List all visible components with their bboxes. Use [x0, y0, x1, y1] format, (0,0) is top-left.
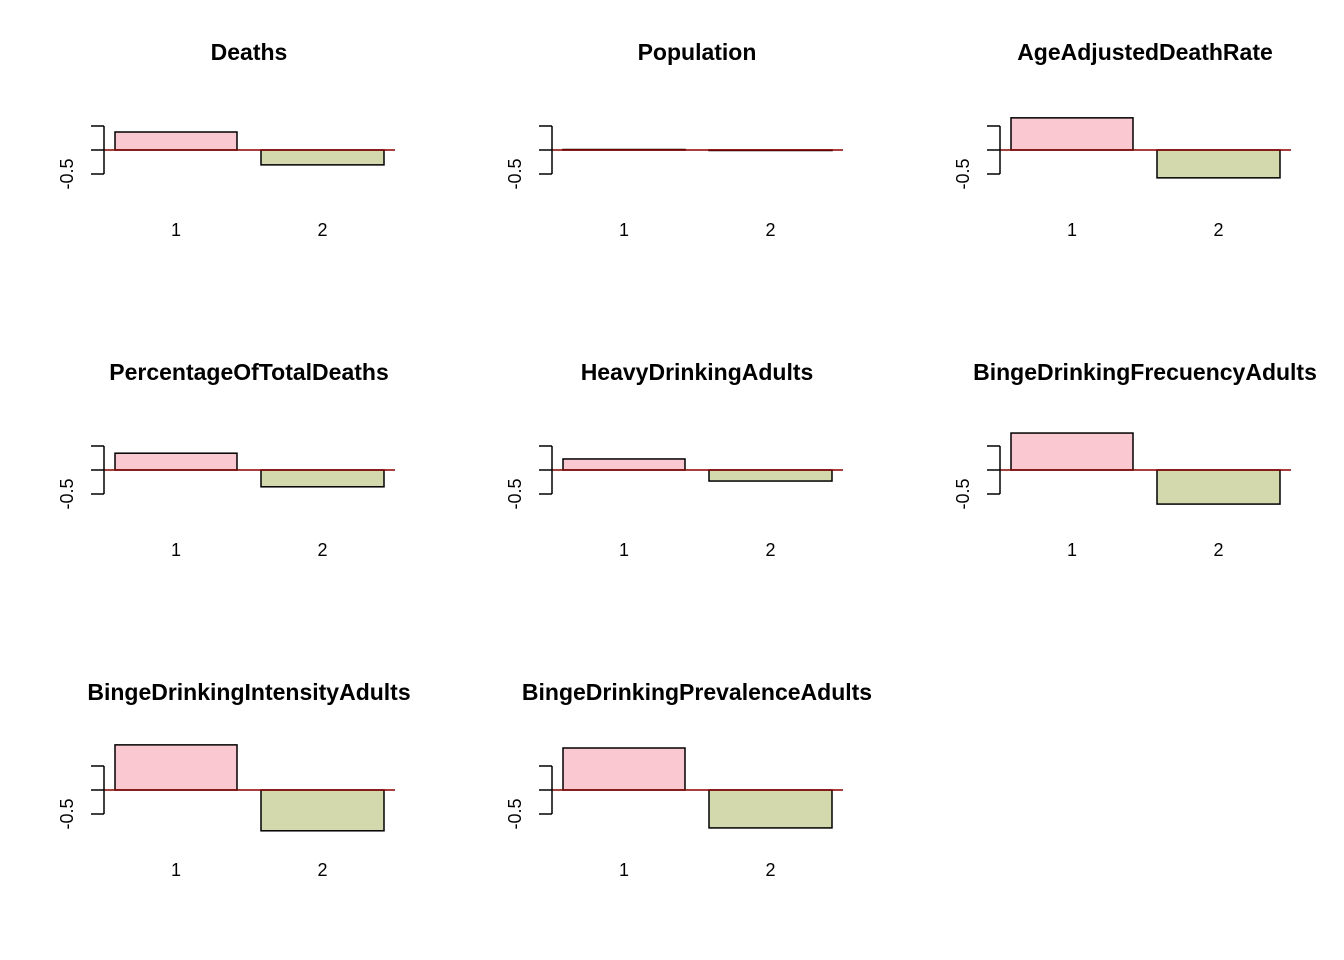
bar	[708, 469, 833, 482]
x-tick-label: 2	[1213, 220, 1223, 240]
x-tick-label: 2	[317, 220, 327, 240]
chart-title: HeavyDrinkingAdults	[581, 359, 814, 385]
x-tick-label: 2	[765, 860, 775, 880]
chart-title: BingeDrinkingIntensityAdults	[87, 679, 410, 705]
chart-title: Population	[638, 39, 757, 65]
x-tick-label: 1	[171, 860, 181, 880]
chart-title: PercentageOfTotalDeaths	[109, 359, 388, 385]
bar	[260, 469, 385, 488]
y-tick-label: -0.5	[953, 478, 973, 509]
chart-title: BingeDrinkingFrecuencyAdults	[973, 359, 1317, 385]
chart-title: BingeDrinkingPrevalenceAdults	[522, 679, 872, 705]
y-tick-label: -0.5	[57, 798, 77, 829]
bar	[114, 452, 238, 471]
bar	[1010, 432, 1134, 471]
y-tick-label: -0.5	[505, 158, 525, 189]
chart-title: Deaths	[211, 39, 288, 65]
x-tick-label: 1	[1067, 540, 1077, 560]
y-tick-label: -0.5	[953, 158, 973, 189]
bar	[114, 744, 238, 791]
bar	[114, 131, 238, 151]
x-tick-label: 1	[171, 220, 181, 240]
bar	[562, 747, 686, 791]
bar	[708, 789, 833, 829]
x-tick-label: 1	[619, 220, 629, 240]
x-tick-label: 1	[619, 540, 629, 560]
x-tick-label: 1	[171, 540, 181, 560]
bar	[260, 149, 385, 166]
y-tick-label: -0.5	[505, 478, 525, 509]
y-tick-label: -0.5	[505, 798, 525, 829]
x-tick-label: 2	[765, 220, 775, 240]
x-tick-label: 2	[317, 860, 327, 880]
bar	[1156, 149, 1281, 179]
bar	[1010, 117, 1134, 151]
x-tick-label: 1	[1067, 220, 1077, 240]
x-tick-label: 2	[317, 540, 327, 560]
chart-title: AgeAdjustedDeathRate	[1017, 39, 1273, 65]
bar	[1156, 469, 1281, 505]
x-tick-label: 2	[1213, 540, 1223, 560]
y-tick-label: -0.5	[57, 478, 77, 509]
x-tick-label: 1	[619, 860, 629, 880]
y-tick-label: -0.5	[57, 158, 77, 189]
bar	[562, 458, 686, 471]
x-tick-label: 2	[765, 540, 775, 560]
bar	[260, 789, 385, 832]
